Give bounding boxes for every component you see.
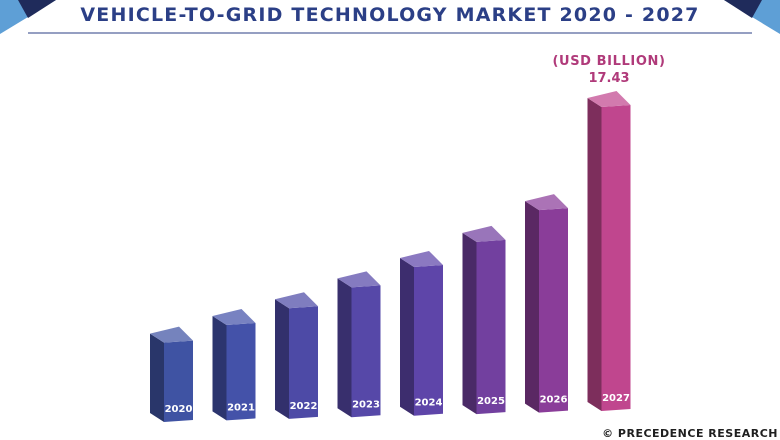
bar-side-2026 [525, 201, 539, 413]
bar-front-2023 [351, 285, 381, 418]
bar-2024: 2024 [400, 250, 443, 416]
bar-front-2027 [601, 105, 631, 411]
bar-top-2027 [587, 91, 631, 107]
corner-decoration-left [0, 0, 56, 34]
tick-label-2026: 2026 [540, 395, 568, 406]
bar-front-2026 [539, 208, 568, 413]
bar-2022: 2022 [275, 292, 318, 419]
bar-front-2025 [476, 239, 506, 415]
bar-top-2020 [150, 326, 193, 343]
bar-top-2021 [212, 309, 256, 326]
bar-2025: 2025 [462, 225, 506, 415]
tick-label-2020: 2020 [165, 404, 193, 415]
tick-label-2022: 2022 [290, 401, 318, 412]
bar-front-2024 [414, 264, 443, 416]
bar-2021: 2021 [212, 309, 256, 421]
bar-top-2026 [525, 194, 568, 211]
bar-2026: 2026 [525, 194, 568, 413]
unit-label: (USD BILLION) [553, 54, 666, 69]
bar-side-2020 [150, 333, 164, 422]
bar-2020: 2020 [150, 326, 193, 422]
chart-title: VEHICLE-TO-GRID TECHNOLOGY MARKET 2020 -… [80, 4, 699, 26]
tick-label-2023: 2023 [352, 399, 380, 410]
bar-side-2024 [400, 257, 414, 416]
bar-top-2025 [462, 225, 506, 242]
data-label-2027: 17.43 [588, 71, 629, 86]
bar-front-2020 [164, 340, 193, 422]
bar-side-2025 [462, 232, 477, 415]
bar-side-2023 [337, 278, 352, 418]
bar-top-2023 [337, 271, 381, 288]
tick-label-2027: 2027 [602, 393, 630, 404]
bar-top-2022 [275, 292, 318, 309]
bar-2027: 2027 [587, 91, 631, 411]
corner-decoration-right [724, 0, 780, 34]
bar-top-2024 [400, 250, 443, 267]
tick-label-2021: 2021 [227, 402, 255, 413]
bar-side-2022 [275, 299, 289, 419]
tick-label-2025: 2025 [477, 396, 505, 407]
bar-side-2021 [212, 316, 227, 421]
bar-side-2027 [587, 98, 602, 411]
source-label: © PRECEDENCE RESEARCH [602, 427, 778, 440]
bars-group: 2020 2021 2022 2023 2024 2025 2026 2027 [150, 91, 631, 422]
tick-label-2024: 2024 [415, 398, 443, 409]
bar-front-2022 [289, 306, 318, 419]
bar-2023: 2023 [337, 271, 381, 418]
bar-front-2021 [226, 323, 256, 421]
